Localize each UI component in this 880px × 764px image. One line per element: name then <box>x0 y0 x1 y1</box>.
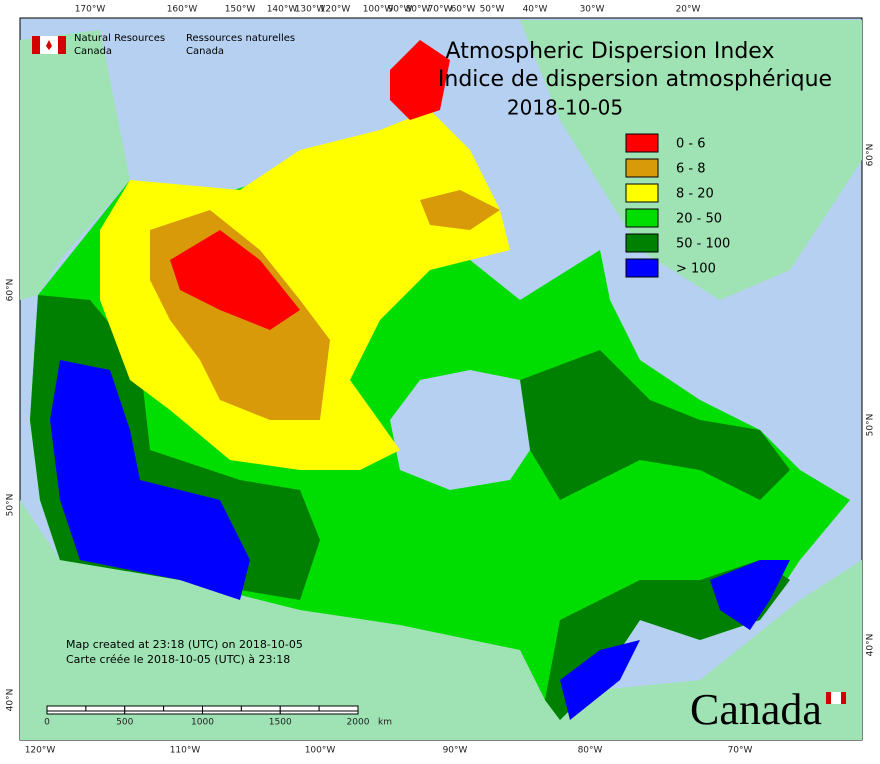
greenland <box>520 20 862 300</box>
bottom-longitude: 70°W <box>728 746 753 756</box>
top-longitude: 130°W <box>295 5 326 15</box>
top-longitude: 120°W <box>320 5 351 15</box>
scale-label: 500 <box>116 718 133 728</box>
left-latitude: 50°N <box>6 494 16 517</box>
org-en2: Canada <box>74 46 112 57</box>
title-fr: Indice de dispersion atmosphérique <box>438 67 832 92</box>
alaska <box>20 30 130 300</box>
legend-label: 50 - 100 <box>676 237 730 252</box>
scale-label: 1000 <box>191 718 214 728</box>
legend-swatch <box>625 258 659 278</box>
top-longitude: 140°W <box>267 5 298 15</box>
top-longitude: 30°W <box>580 5 605 15</box>
top-longitude: 50°W <box>480 5 505 15</box>
region-50-100 <box>520 350 790 500</box>
region-0-6-north <box>390 40 450 120</box>
title: Atmospheric Dispersion Index <box>446 39 775 64</box>
wordmark: Canada <box>690 685 822 734</box>
legend-swatch <box>625 233 659 253</box>
footer-fr: Carte créée le 2018-10-05 (UTC) à 23:18 <box>66 653 290 666</box>
top-longitude: 160°W <box>167 5 198 15</box>
hudson-bay <box>390 370 530 490</box>
legend-label: 8 - 20 <box>676 187 714 202</box>
scale-segment <box>85 705 126 712</box>
bottom-longitude: 120°W <box>25 746 56 756</box>
legend-label: > 100 <box>676 262 716 277</box>
legend-label: 20 - 50 <box>676 212 722 227</box>
scale-segment <box>46 705 87 712</box>
usa <box>20 500 862 740</box>
org-fr2: Canada <box>186 46 224 57</box>
scale-segment <box>124 710 203 715</box>
left-latitude: 40°N <box>6 689 16 712</box>
bottom-longitude: 110°W <box>170 746 201 756</box>
top-longitude: 60°W <box>451 5 476 15</box>
region-0-6 <box>170 230 300 330</box>
top-longitude: 70°W <box>428 5 453 15</box>
top-longitude: 80°W <box>406 5 431 15</box>
wordmark-flag <box>826 692 846 704</box>
scale-segment <box>279 710 359 715</box>
scale-segment <box>318 705 359 712</box>
legend-label: 0 - 6 <box>676 137 706 152</box>
top-longitude: 40°W <box>523 5 548 15</box>
legend-swatch <box>625 208 659 228</box>
org-fr: Ressources naturelles <box>186 33 295 44</box>
region-over-100-on <box>560 640 640 720</box>
top-longitude: 100°W <box>363 5 394 15</box>
scale-segment <box>240 705 281 712</box>
scale-segment <box>279 705 320 712</box>
scale-label: 0 <box>44 718 50 728</box>
flag-logo <box>32 36 66 54</box>
legend-swatch <box>625 133 659 153</box>
region-over-100 <box>50 360 250 600</box>
top-longitude: 150°W <box>225 5 256 15</box>
right-latitude: 40°N <box>866 634 876 657</box>
region-over-100-ns <box>710 560 790 630</box>
footer-en: Map created at 23:18 (UTC) on 2018-10-05 <box>66 638 303 651</box>
scale-unit: km <box>378 718 392 728</box>
legend-label: 6 - 8 <box>676 162 706 177</box>
scale-label: 2000 <box>347 718 370 728</box>
right-latitude: 50°N <box>866 414 876 437</box>
bottom-longitude: 80°W <box>578 746 603 756</box>
left-latitude: 60°N <box>6 279 16 302</box>
region-6-8-baffin <box>420 190 500 230</box>
legend-swatch <box>625 183 659 203</box>
top-longitude: 170°W <box>75 5 106 15</box>
scale-segment <box>46 710 126 715</box>
top-longitude: 90°W <box>388 5 413 15</box>
org-en: Natural Resources <box>74 33 165 44</box>
scale-segment <box>202 705 242 712</box>
date: 2018-10-05 <box>507 96 623 120</box>
legend-swatch <box>625 158 659 178</box>
bottom-longitude: 90°W <box>443 746 468 756</box>
region-8-20 <box>100 110 510 470</box>
right-latitude: 60°N <box>866 144 876 167</box>
scale-label: 1500 <box>269 718 292 728</box>
top-longitude: 20°W <box>676 5 701 15</box>
scale-segment <box>202 710 281 715</box>
bottom-longitude: 100°W <box>305 746 336 756</box>
scale-segment <box>124 705 165 712</box>
scale-segment <box>163 705 203 712</box>
